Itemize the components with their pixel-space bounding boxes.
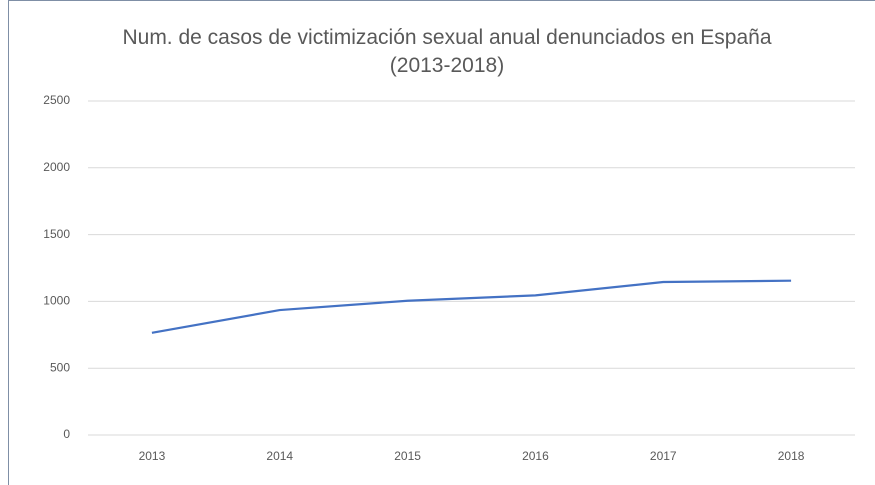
y-tick-label: 2500 [43, 93, 70, 107]
x-tick-label: 2013 [139, 449, 166, 463]
x-tick-label: 2018 [778, 449, 805, 463]
y-tick-label: 2000 [43, 160, 70, 174]
y-tick-label: 0 [63, 427, 70, 441]
y-tick-label: 1500 [43, 227, 70, 241]
y-tick-label: 500 [50, 360, 70, 374]
chart-border [8, 0, 875, 485]
x-tick-label: 2016 [522, 449, 549, 463]
chart-title: Num. de casos de victimización sexual an… [122, 26, 772, 77]
line [151, 279, 792, 334]
x-tick-label: 2014 [266, 449, 293, 463]
y-tick-label: 1000 [43, 294, 70, 308]
x-tick-label: 2015 [394, 449, 421, 463]
x-tick-label: 2017 [650, 449, 677, 463]
